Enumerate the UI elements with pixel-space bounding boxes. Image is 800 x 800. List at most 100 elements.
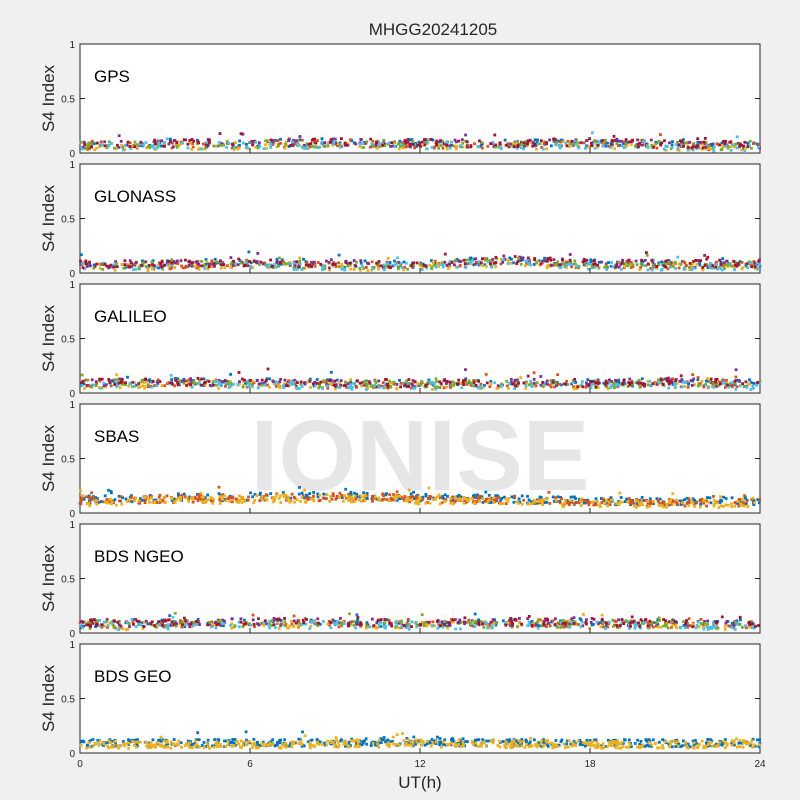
data-point xyxy=(275,257,279,261)
data-point xyxy=(429,138,433,141)
data-point xyxy=(167,264,171,268)
data-point xyxy=(121,148,125,152)
data-point xyxy=(559,501,562,505)
data-point xyxy=(694,145,698,149)
data-point xyxy=(568,253,572,256)
data-point xyxy=(528,383,531,387)
data-point xyxy=(620,500,624,504)
data-point xyxy=(375,141,379,144)
data-point xyxy=(735,146,739,150)
data-point xyxy=(100,377,104,381)
data-point xyxy=(565,742,568,746)
data-point xyxy=(88,384,92,388)
data-point xyxy=(323,264,326,268)
data-point xyxy=(225,140,229,143)
data-point xyxy=(715,142,719,146)
data-point xyxy=(140,264,143,267)
data-point xyxy=(138,497,142,500)
data-point xyxy=(347,624,350,628)
data-point xyxy=(123,148,127,151)
data-point xyxy=(683,504,687,508)
data-point xyxy=(152,498,156,502)
data-point xyxy=(118,499,121,503)
data-point xyxy=(721,381,725,385)
data-point xyxy=(513,387,516,390)
data-point xyxy=(441,265,445,269)
data-point xyxy=(720,615,724,619)
data-point xyxy=(288,624,292,628)
data-point xyxy=(708,496,712,500)
data-point xyxy=(640,621,644,625)
data-point xyxy=(451,499,455,502)
data-point xyxy=(197,620,201,624)
data-point xyxy=(568,625,572,629)
data-point xyxy=(332,142,336,145)
data-point xyxy=(474,738,477,742)
data-point xyxy=(600,613,604,617)
data-point xyxy=(629,261,633,264)
data-point xyxy=(226,264,229,268)
data-point xyxy=(470,497,474,500)
data-point xyxy=(619,496,623,499)
data-point xyxy=(746,141,749,145)
data-point xyxy=(312,494,315,498)
data-point xyxy=(744,380,748,384)
data-point xyxy=(699,617,703,621)
data-point xyxy=(555,141,559,145)
data-point xyxy=(147,497,151,501)
data-point xyxy=(308,377,312,381)
data-point xyxy=(310,738,314,742)
data-point xyxy=(474,384,478,387)
data-point xyxy=(135,143,139,147)
data-point xyxy=(427,380,431,384)
data-point xyxy=(79,141,83,144)
data-point xyxy=(368,381,372,385)
data-point xyxy=(322,379,326,383)
data-point xyxy=(301,618,305,622)
data-point xyxy=(629,742,633,745)
data-point xyxy=(334,384,337,388)
data-point xyxy=(297,492,301,496)
data-point xyxy=(185,496,189,500)
data-point xyxy=(740,741,744,745)
data-point xyxy=(413,146,417,150)
y-tick-label: 0.5 xyxy=(61,575,75,586)
data-point xyxy=(617,381,621,384)
data-point xyxy=(465,381,469,385)
data-point xyxy=(723,142,727,146)
data-point xyxy=(488,385,492,388)
data-point xyxy=(107,266,111,270)
data-point xyxy=(331,492,335,495)
data-point xyxy=(590,501,594,504)
data-point xyxy=(224,499,228,503)
data-point xyxy=(615,137,619,141)
data-point xyxy=(95,382,99,386)
data-point xyxy=(499,262,503,266)
data-point xyxy=(721,742,725,745)
data-point xyxy=(175,145,179,149)
data-point xyxy=(566,140,570,143)
data-point xyxy=(568,258,572,262)
data-point xyxy=(534,500,538,503)
data-point xyxy=(540,261,544,265)
data-point xyxy=(472,379,476,382)
data-point xyxy=(438,140,441,144)
data-point xyxy=(751,622,754,626)
data-point xyxy=(732,622,736,626)
data-point xyxy=(432,740,436,743)
data-point xyxy=(370,497,374,500)
data-point xyxy=(524,738,528,742)
data-point xyxy=(263,383,267,387)
data-point xyxy=(636,142,640,146)
data-point xyxy=(249,491,252,495)
data-point xyxy=(661,738,665,742)
data-point xyxy=(139,140,143,144)
y-tick-label: 0 xyxy=(69,149,75,160)
data-point xyxy=(618,624,622,627)
data-point xyxy=(670,745,674,749)
data-point xyxy=(382,263,386,267)
data-point xyxy=(370,268,373,272)
data-point xyxy=(142,381,146,384)
data-point xyxy=(554,381,558,385)
